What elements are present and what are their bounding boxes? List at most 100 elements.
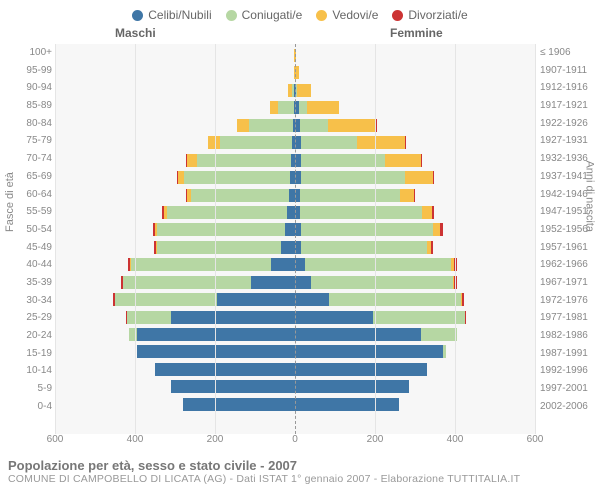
age-label: 60-64 [0,190,52,200]
gridline [55,44,56,434]
legend-swatch [316,10,327,21]
female-bar [295,84,311,97]
x-axis: 6004002000200400600 [55,434,535,448]
male-bar [129,328,295,341]
x-tick: 200 [207,434,224,445]
male-bar [113,293,295,306]
female-bar [295,363,427,376]
bar-segment [237,119,249,132]
gridline [455,44,456,434]
birth-label: ≤ 1906 [540,48,600,58]
gridline [135,44,136,434]
chart-title: Popolazione per età, sesso e stato civil… [8,458,592,473]
male-bar [121,276,295,289]
bar-segment [465,311,466,324]
bar-segment [414,189,415,202]
x-tick: 200 [367,434,384,445]
male-bar [208,136,295,149]
legend-item: Celibi/Nubili [132,8,211,22]
bar-segment [328,119,376,132]
birth-label: 1912-1916 [540,83,600,93]
male-bar [270,101,295,114]
birth-label: 1957-1961 [540,243,600,253]
birth-label: 1952-1956 [540,225,600,235]
bar-segment [167,206,287,219]
female-bar [295,311,466,324]
female-bar [295,328,457,341]
gridline [215,44,216,434]
female-bar [295,206,434,219]
bar-segment [405,136,406,149]
bar-segment [432,206,434,219]
birth-label: 1932-1936 [540,154,600,164]
age-label: 100+ [0,48,52,58]
bar-segment [171,311,295,324]
bar-segment [295,380,409,393]
bar-segment [184,171,290,184]
female-bar [295,119,377,132]
female-bar [295,241,433,254]
male-bar [155,363,295,376]
x-tick: 600 [527,434,544,445]
male-bar [126,311,295,324]
legend-item: Vedovi/e [316,8,378,22]
female-bar [295,101,339,114]
legend-label: Celibi/Nubili [148,8,211,22]
male-bar [137,345,295,358]
bar-segment [422,206,432,219]
bar-segment [301,223,433,236]
bar-segment [295,363,427,376]
age-label: 50-54 [0,225,52,235]
male-label: Maschi [115,26,156,40]
birth-label: 1992-1996 [540,366,600,376]
birth-label: 1997-2001 [540,384,600,394]
bar-segment [157,241,281,254]
female-bar [295,136,406,149]
bar-segment [295,258,305,271]
birth-label: 1947-1951 [540,207,600,217]
bar-segment [300,206,422,219]
bar-segment [285,223,295,236]
bar-segment [123,276,251,289]
bar-segment [301,136,357,149]
bar-segment [137,328,295,341]
female-bar [295,293,464,306]
bar-segment [305,258,451,271]
bar-segment [295,345,443,358]
bar-segment [127,311,171,324]
bar-segment [433,223,440,236]
bar-segment [300,119,328,132]
bar-segment [217,293,295,306]
age-label: 70-74 [0,154,52,164]
bar-segment [137,345,295,358]
male-bar [186,154,295,167]
bar-segment [400,189,414,202]
age-label: 10-14 [0,366,52,376]
male-bar [177,171,295,184]
legend: Celibi/NubiliConiugati/eVedovi/eDivorzia… [0,0,600,26]
birth-label: 1977-1981 [540,313,600,323]
female-bar [295,223,443,236]
birth-label: 1927-1931 [540,136,600,146]
bar-segment [295,311,373,324]
bar-segment [440,223,442,236]
footer: Popolazione per età, sesso e stato civil… [0,456,600,485]
bar-segment [431,241,433,254]
bar-segment [311,276,453,289]
plot-area [55,44,535,434]
age-label: 80-84 [0,119,52,129]
male-bar [128,258,295,271]
y-axis-left-labels: 100+95-9990-9485-8980-8475-7970-7465-696… [0,48,52,412]
age-label: 0-4 [0,402,52,412]
bar-segment [462,293,464,306]
male-bar [162,206,295,219]
population-pyramid: Maschi Femmine Fasce di età Anni di nasc… [0,26,600,456]
bar-segment [295,328,421,341]
age-label: 40-44 [0,260,52,270]
birth-label: 1962-1966 [540,260,600,270]
birth-label: 1937-1941 [540,172,600,182]
bar-segment [295,276,311,289]
x-tick: 600 [47,434,64,445]
age-label: 30-34 [0,296,52,306]
bar-segment [301,154,385,167]
